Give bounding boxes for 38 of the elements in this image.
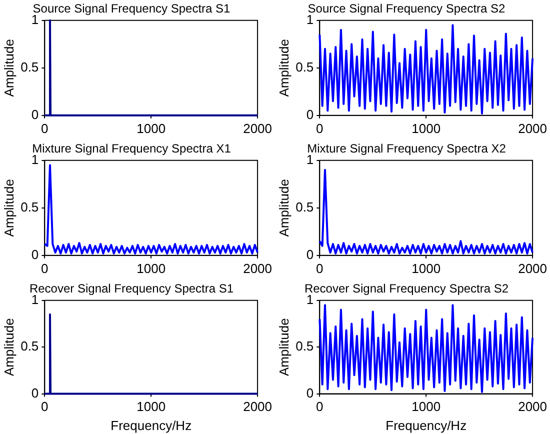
- x-tick-label: 0: [316, 260, 324, 276]
- x-tick-label: 1000: [412, 120, 441, 136]
- y-tick-label: 0.5: [20, 59, 39, 74]
- x-tick-label: 1000: [136, 120, 166, 136]
- y-axis-title: Amplitude: [1, 318, 16, 376]
- x-tick-label: 2000: [518, 399, 547, 414]
- x-axis-title: Frequency/Hz: [386, 418, 467, 433]
- y-axis-title: Amplitude: [276, 38, 292, 97]
- y-tick-label: 0: [31, 246, 39, 262]
- x-tick-label: 0: [41, 399, 48, 414]
- y-tick-label: 0.5: [296, 338, 314, 354]
- x-tick-label: 0: [41, 260, 48, 276]
- x-tick-label: 1000: [412, 260, 441, 276]
- x-tick-label: 0: [41, 120, 48, 136]
- y-tick-label: 0.5: [20, 199, 39, 214]
- y-axis-title: Amplitude: [1, 178, 16, 237]
- y-tick-label: 0: [31, 385, 39, 400]
- x-tick-label: 2000: [243, 399, 272, 414]
- y-axis-title: Amplitude: [1, 38, 16, 97]
- y-tick-label: 0: [31, 106, 39, 122]
- x-tick-label: 0: [316, 120, 324, 136]
- y-tick-label: 0: [306, 106, 314, 122]
- y-axis-title: Amplitude: [276, 178, 292, 237]
- x-tick-label: 2000: [518, 260, 547, 276]
- y-tick-label: 0.5: [296, 59, 314, 74]
- y-tick-label: 0: [306, 385, 314, 400]
- x-tick-label: 2000: [243, 120, 272, 136]
- x-tick-label: 1000: [136, 260, 166, 276]
- x-tick-label: 2000: [518, 120, 547, 136]
- x-tick-label: 0: [316, 399, 324, 414]
- x-tick-label: 1000: [136, 399, 166, 414]
- y-tick-label: 0.5: [20, 338, 39, 354]
- x-tick-label: 2000: [243, 260, 272, 276]
- y-tick-label: 0.5: [296, 199, 314, 214]
- x-axis-title: Frequency/Hz: [110, 418, 192, 433]
- y-tick-label: 0: [306, 246, 314, 262]
- x-tick-label: 1000: [412, 399, 441, 414]
- y-axis-title: Amplitude: [276, 318, 292, 376]
